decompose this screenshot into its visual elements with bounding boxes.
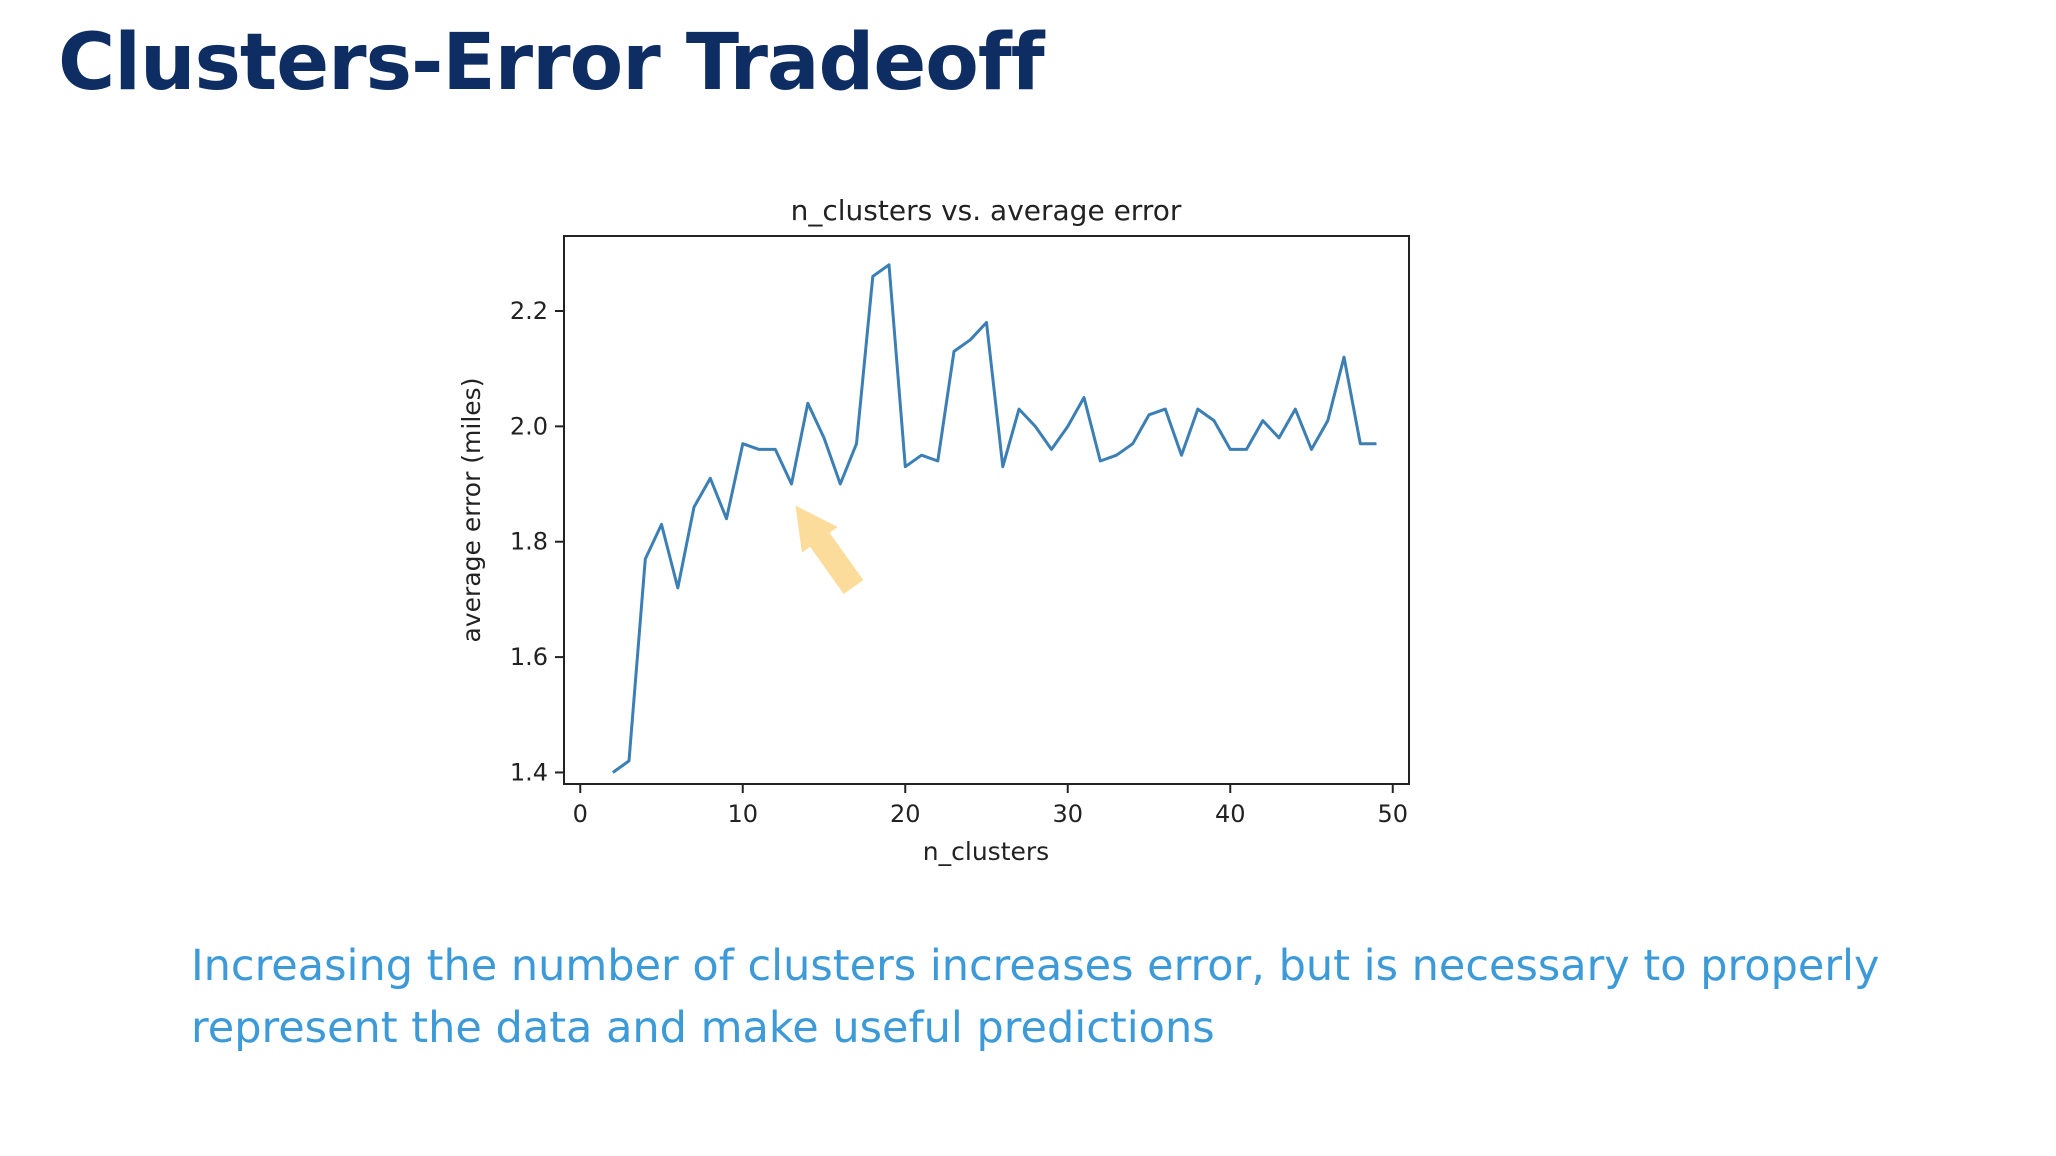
chart-svg: n_clusters vs. average error 0 10 20 30 40 50… bbox=[457, 194, 1410, 866]
y-axis: 1.4 1.6 1.8 2.0 2.2 bbox=[510, 297, 564, 786]
y-tick-label: 1.6 bbox=[510, 643, 548, 671]
x-tick-label: 30 bbox=[1052, 800, 1083, 828]
slide-title: Clusters-Error Tradeoff bbox=[58, 18, 1045, 108]
caption: Increasing the number of clusters increa… bbox=[191, 941, 1880, 1053]
x-tick-label: 10 bbox=[727, 800, 758, 828]
y-tick-label: 1.4 bbox=[510, 758, 548, 786]
y-tick-label: 2.2 bbox=[510, 297, 548, 325]
y-tick-label: 2.0 bbox=[510, 412, 548, 440]
y-axis-label: average error (miles) bbox=[457, 378, 486, 643]
series-line bbox=[611, 263, 1377, 774]
chart-title: n_clusters vs. average error bbox=[791, 194, 1182, 227]
annotation-arrow-icon bbox=[795, 505, 864, 594]
x-tick-label: 0 bbox=[573, 800, 588, 828]
x-axis: 0 10 20 30 40 50 bbox=[573, 784, 1408, 828]
x-axis-label: n_clusters bbox=[923, 837, 1049, 866]
x-tick-label: 50 bbox=[1377, 800, 1408, 828]
y-tick-label: 1.8 bbox=[510, 528, 548, 556]
x-tick-label: 20 bbox=[890, 800, 921, 828]
x-tick-label: 40 bbox=[1215, 800, 1246, 828]
plot-frame bbox=[563, 235, 1410, 785]
chart: n_clusters vs. average error 0 10 20 30 40 50… bbox=[440, 180, 1440, 880]
